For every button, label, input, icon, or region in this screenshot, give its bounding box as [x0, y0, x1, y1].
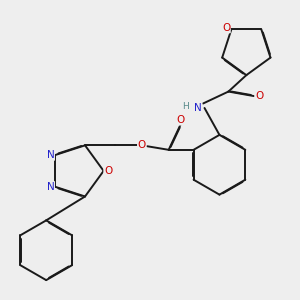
Text: O: O	[222, 23, 230, 33]
Text: O: O	[104, 166, 112, 176]
Text: O: O	[176, 115, 185, 125]
Text: H: H	[183, 102, 189, 111]
Text: O: O	[255, 91, 263, 101]
Text: N: N	[46, 182, 54, 192]
Text: O: O	[138, 140, 146, 150]
Text: N: N	[194, 103, 202, 113]
Text: N: N	[46, 150, 54, 160]
